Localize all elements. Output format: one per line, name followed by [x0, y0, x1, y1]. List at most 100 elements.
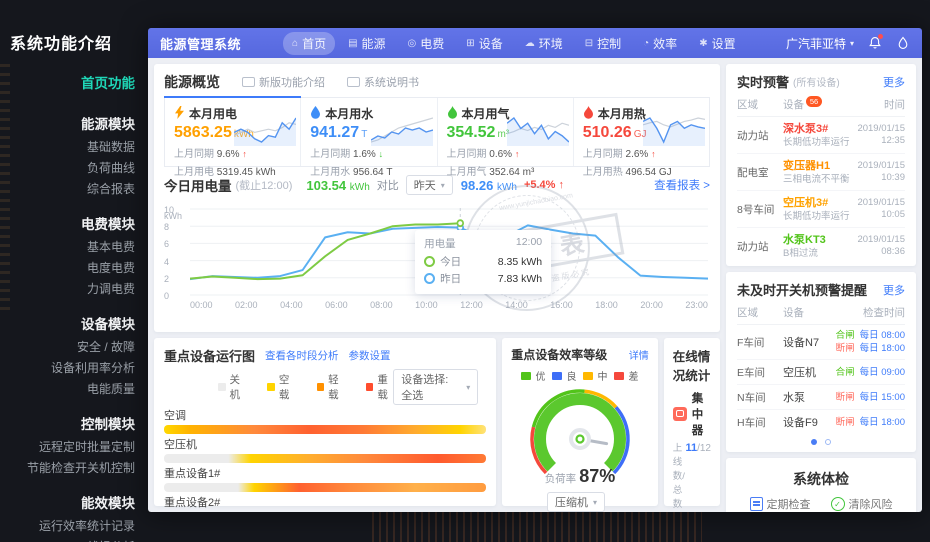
water-drop-icon[interactable] — [896, 36, 910, 50]
nav-tab-设置[interactable]: ✱ 设置 — [690, 32, 744, 55]
switch-row[interactable]: F车间 设备N7 合闸 每日 08:00 断闸 每日 18:00 — [737, 325, 905, 360]
nav-tab-控制[interactable]: ⊟ 控制 — [576, 32, 630, 55]
stat-card-本月用电[interactable]: 本月用电 5863.25kWh 上月同期 9.6% ↑ 上月用电 5319.45 kW… — [163, 96, 302, 178]
device-select[interactable]: 设备选择: 全选 ▾ — [393, 369, 479, 405]
page-dot[interactable] — [825, 439, 831, 445]
sidebar-item[interactable]: 电能质量 — [86, 382, 135, 396]
legend-chip — [267, 383, 275, 391]
sidebar-item[interactable]: 负荷曲线 — [86, 161, 135, 175]
nav-tab-环境[interactable]: ☁ 环境 — [516, 32, 572, 55]
select-value: 压缩机 — [554, 497, 588, 509]
pagination-dots — [737, 439, 905, 445]
runtime-header: 重点设备运行图 查看各时段分析 参数设置 — [164, 346, 486, 365]
water-drop-icon — [310, 105, 321, 122]
sidebar-item[interactable]: 首页功能 — [81, 76, 135, 91]
sidebar-group-header: 能效模块 — [81, 496, 135, 511]
sidebar-item[interactable]: 线损分析 — [0, 540, 135, 542]
clipboard-icon — [749, 497, 763, 511]
sidebar-item[interactable]: 安全 / 故障 — [76, 340, 135, 354]
switch-row[interactable]: E车间 空压机 合闸 每日 09:00 — [737, 360, 905, 385]
nav-tab-label: 设备 — [478, 36, 503, 51]
new-feature-intro-link[interactable]: 新版功能介绍 — [242, 74, 325, 90]
sidebar-item[interactable]: 节能检查开关机控制 — [26, 461, 135, 475]
equipment-select[interactable]: 压缩机 ▾ — [546, 492, 605, 512]
sidebar-item[interactable]: 基础数据 — [86, 140, 135, 154]
alert-device: 空压机3# 长期低功率运行 — [783, 197, 857, 222]
online-item-sub: 上线数/总数 11/12 — [673, 440, 711, 510]
sidebar-item[interactable]: 电度电费 — [86, 261, 135, 275]
switch-device: 空压机 — [783, 367, 816, 379]
switch-check-times: 合闸 每日 09:00 — [836, 366, 905, 379]
select-value: 昨天 — [413, 180, 436, 192]
alert-row[interactable]: 动力站 水泵KT3 B相过流 2019/01/15 08:36 — [737, 228, 905, 264]
stat-card-title: 本月用电 — [189, 107, 238, 121]
tooltip-title: 用电量 — [424, 238, 456, 250]
stat-card-header: 本月用气 — [447, 105, 564, 122]
legend-label: 差 — [628, 372, 639, 383]
switch-check-times: 断闸 每日 15:00 — [836, 391, 905, 404]
legend-label: 中 — [597, 372, 608, 383]
gauge-header: 重点设备效率等级 详情 — [511, 346, 649, 363]
system-health-card: 系统体检 定期检查 ✓ 清除风险 立即体检 — [726, 458, 916, 512]
today-usage-subtitle: (截止12:00) — [235, 180, 293, 192]
stat-card-value: 941.27 T — [310, 124, 368, 141]
alert-row[interactable]: 动力站 深水泵3# 长期低功率运行 2019/01/15 12:35 — [737, 117, 905, 154]
nav-tab-设备[interactable]: ⊞ 设备 — [457, 32, 511, 55]
chevron-down-icon: ▾ — [440, 180, 445, 190]
stat-compare-line: 上月同期 2.6% ↑ — [582, 149, 656, 160]
sidebar-item[interactable]: 远程定时批量定制 — [38, 440, 135, 454]
parameter-settings-link[interactable]: 参数设置 — [348, 350, 391, 362]
legend-item-空载: 空载 — [267, 372, 294, 402]
alert-row[interactable]: 8号车间 空压机3# 长期低功率运行 2019/01/15 10:05 — [737, 191, 905, 228]
sidebar-item[interactable]: 运行效率统计记录 — [38, 519, 135, 533]
sidebar-item[interactable]: 设备利用率分析 — [50, 361, 135, 375]
online-item-header: 集中器 — [672, 390, 711, 438]
nav-tab-电费[interactable]: ◎ 电费 — [399, 32, 454, 55]
alert-row[interactable]: 配电室 变压器H1 三相电流不平衡 2019/01/15 10:39 — [737, 154, 905, 191]
alert-description: 长期低功率运行 — [783, 136, 850, 148]
alert-device-name: 水泵KT3 — [783, 233, 826, 246]
legend-chip — [583, 371, 594, 380]
control-icon: ⊟ — [584, 37, 594, 49]
electricity-fee-icon: ◎ — [407, 37, 417, 49]
nav-tab-效率[interactable]: ◔ 效率 — [634, 32, 686, 55]
alerts-more-link[interactable]: 更多 — [883, 76, 905, 89]
stat-card-本月用气[interactable]: 本月用气 354.52 m³ 上月同期 0.6% ↑ 上月用气 352.64 m³ — [438, 98, 574, 178]
switch-row[interactable]: N车间 水泵 断闸 每日 15:00 — [737, 385, 905, 410]
sidebar-group-header: 设备模块 — [81, 317, 135, 332]
legend-label: 重载 — [377, 374, 388, 401]
efficiency-icon: ◔ — [643, 37, 650, 49]
chart-x-axis: 00:00 02:00 04:00 06:00 08:00 10:00 12:00 14:00… — [190, 300, 708, 310]
nav-tab-能源[interactable]: ▤ 能源 — [339, 32, 394, 55]
switch-row[interactable]: H车间 设备F9 断闸 每日 18:00 — [737, 410, 905, 434]
nav-tab-首页[interactable]: ⌂ 首页 — [283, 31, 336, 55]
select-value: 设备选择: 全选 — [401, 374, 449, 402]
runtime-bar-重点设备1# — [164, 483, 487, 492]
stat-card-本月用热[interactable]: 本月用热 510.26 GJ 上月同期 2.6% ↑ 上月用热 496.54 GJ — [574, 98, 709, 178]
notification-bell-icon[interactable] — [868, 34, 883, 50]
compare-day-select[interactable]: 昨天 ▾ — [405, 175, 453, 195]
alert-time: 2019/01/15 10:39 — [857, 160, 905, 183]
switch-more-link[interactable]: 更多 — [883, 284, 905, 297]
right-column: 实时预警 (所有设备) 更多 区域 设备 56 时间 动力站 深水泵3# 长期低功率运… — [726, 64, 916, 512]
alert-area: 配电室 — [737, 166, 769, 179]
legend-item-重载: 重载 — [365, 372, 393, 402]
alerts-header: 实时预警 (所有设备) 更多 — [737, 72, 905, 91]
system-manual-link[interactable]: 系统说明书 — [347, 74, 419, 90]
company-dropdown[interactable]: 广汽菲亚特 ▾ — [786, 35, 854, 52]
detail-link[interactable]: 详情 — [628, 351, 649, 362]
runtime-row-label: 重点设备1# — [164, 468, 221, 480]
view-report-link[interactable]: 查看报表 > — [654, 180, 710, 192]
sidebar-item[interactable]: 力调电费 — [86, 282, 135, 296]
period-analysis-link[interactable]: 查看各时段分析 — [265, 350, 339, 362]
stat-card-本月用水[interactable]: 本月用水 941.27 T 上月同期 1.6% ↓ 上月用水 956.64 T — [301, 98, 438, 178]
legend-chip — [521, 371, 532, 380]
page-dot-active[interactable] — [811, 439, 817, 445]
sidebar-item[interactable]: 基本电费 — [86, 240, 135, 254]
runtime-toolbar: 关机 空载 轻载 重载 设备选择: 全选 ▾ — [164, 369, 486, 405]
alert-area: 8号车间 — [737, 203, 775, 216]
yesterday-usage-value: 98.26 kWh — [460, 177, 517, 193]
alerts-column-headers: 区域 设备 56 时间 — [737, 96, 905, 117]
sidebar-item[interactable]: 综合报表 — [86, 182, 135, 196]
stat-sparkline — [642, 112, 706, 146]
